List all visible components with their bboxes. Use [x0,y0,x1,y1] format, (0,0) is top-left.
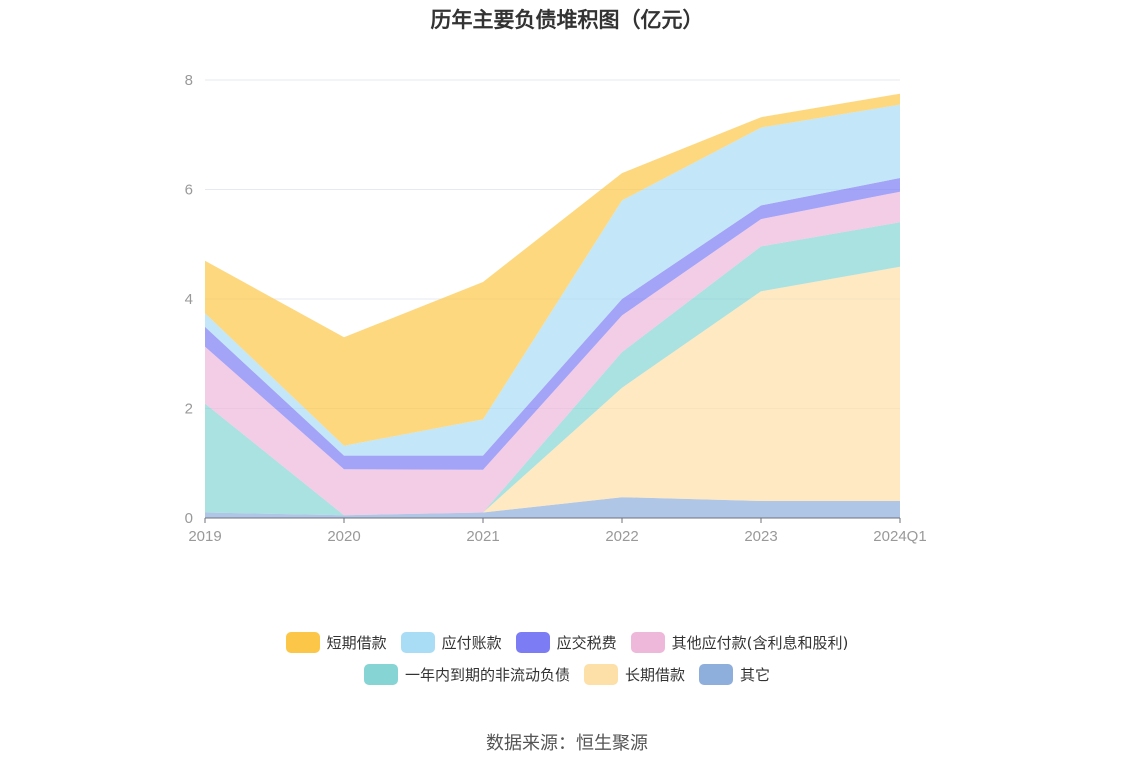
legend-swatch [400,632,435,653]
legend-label: 长期借款 [624,666,685,684]
legend-item[interactable]: 应付账款 [400,632,502,653]
area-series-0 [205,497,900,518]
area-series-3 [205,191,900,516]
legend-item[interactable]: 其他应付款(含利息和股利) [630,632,849,653]
y-tick-label: 2 [185,401,193,418]
legend-item[interactable]: 短期借款 [285,632,387,653]
legend-item[interactable]: 其它 [699,664,770,685]
stacked-area-chart: 0 2 4 6 8 2019 2020 2021 2022 2023 2024Q1 [185,72,927,545]
y-tick-label: 0 [185,510,193,527]
area-series-6 [205,93,900,446]
x-tick-label: 2022 [605,528,638,545]
x-tick-label: 2024Q1 [873,528,926,545]
area-series-5 [205,104,900,456]
legend-swatch [285,632,320,653]
legend-item[interactable]: 长期借款 [583,664,685,685]
area-series-1 [205,266,900,516]
y-tick-label: 6 [185,182,193,199]
legend-swatch [363,664,398,685]
area-layer [205,93,900,518]
legend-swatch [515,632,550,653]
area-series-2 [205,222,900,516]
x-tick-label: 2021 [466,528,499,545]
chart-title: 历年主要负债堆积图（亿元） [430,8,704,32]
legend-label: 短期借款 [326,634,387,652]
legend-swatch [699,664,733,685]
legend-label: 一年内到期的非流动负债 [404,666,570,684]
y-tick-label: 8 [185,72,193,89]
legend-swatch [630,632,665,653]
legend-item[interactable]: 一年内到期的非流动负债 [363,664,570,685]
legend-label: 其他应付款(含利息和股利) [671,634,849,652]
legend-row-1: 短期借款 应付账款 应交税费 其他应付款(含利息和股利) [0,632,1134,653]
source-note: 数据来源：恒生聚源 [486,733,648,754]
legend-label: 应交税费 [556,634,617,652]
legend-label: 其它 [740,666,771,684]
y-tick-label: 4 [185,291,193,308]
x-tick-label: 2020 [327,528,360,545]
legend-label: 应付账款 [441,634,502,652]
x-tick-label: 2019 [188,528,221,545]
x-tick-label: 2023 [744,528,777,545]
legend-item[interactable]: 应交税费 [515,632,617,653]
axis-layer: 0 2 4 6 8 2019 2020 2021 2022 2023 2024Q1 [185,72,927,545]
legend-swatch [583,664,618,685]
legend-row-2: 一年内到期的非流动负债 长期借款 其它 [0,664,1134,685]
